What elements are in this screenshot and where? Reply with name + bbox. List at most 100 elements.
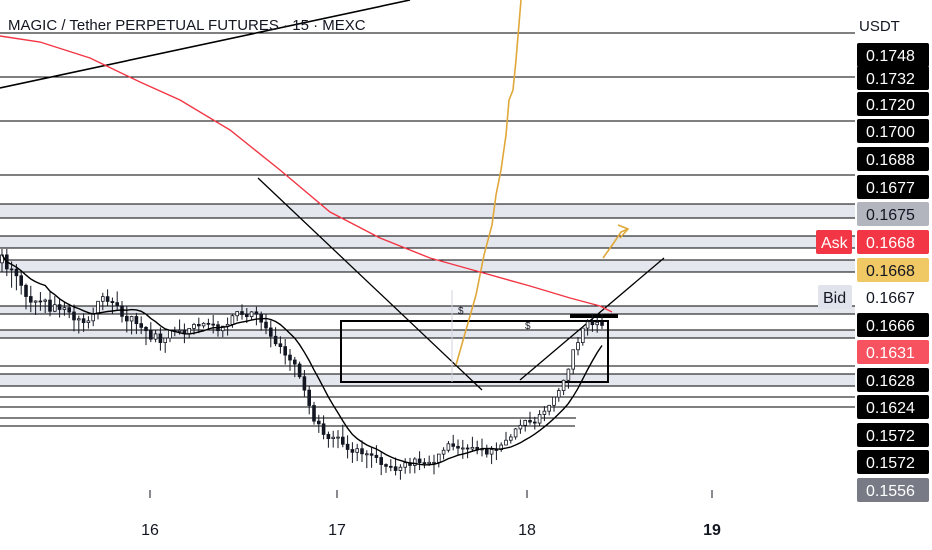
price-label-text: 0.1556 bbox=[866, 483, 915, 500]
candle-body bbox=[441, 449, 446, 455]
candle-body bbox=[470, 446, 475, 450]
price-label bbox=[857, 202, 929, 226]
price-label-text: 0.1732 bbox=[866, 71, 915, 88]
price-label-text: 0.1666 bbox=[866, 318, 915, 335]
quote-currency-label[interactable]: USDT bbox=[859, 18, 900, 35]
candle-body bbox=[244, 314, 249, 318]
price-label bbox=[857, 119, 929, 143]
candle-body bbox=[451, 443, 455, 447]
price-label-text: 0.1677 bbox=[866, 180, 915, 197]
candle-body bbox=[139, 323, 144, 328]
candle-body bbox=[168, 329, 172, 339]
candle-body bbox=[101, 296, 105, 302]
candle-body bbox=[120, 305, 124, 317]
time-tick-label: 19 bbox=[703, 522, 721, 539]
candle-body bbox=[278, 343, 283, 348]
price-zone bbox=[0, 374, 855, 386]
candle-body bbox=[566, 368, 571, 381]
candle-body bbox=[422, 462, 427, 465]
candle-body bbox=[388, 465, 393, 468]
candle-body bbox=[28, 296, 33, 303]
candle-body bbox=[153, 333, 158, 340]
candle-body bbox=[557, 390, 561, 398]
candle-body bbox=[465, 447, 470, 450]
candle-body bbox=[187, 328, 192, 335]
time-tick-label: 16 bbox=[141, 522, 159, 539]
candle-body bbox=[206, 322, 211, 325]
candle-body bbox=[340, 436, 345, 445]
candle-body bbox=[14, 268, 19, 277]
candle-body bbox=[264, 321, 268, 329]
moving-average-short bbox=[1, 254, 603, 466]
time-tick-label: 17 bbox=[328, 522, 346, 539]
candle-body bbox=[81, 318, 86, 323]
candle-body bbox=[134, 316, 139, 325]
price-label bbox=[857, 423, 929, 447]
candle-body bbox=[230, 315, 235, 325]
candle-body bbox=[600, 321, 604, 326]
candle-body bbox=[96, 300, 100, 314]
time-axis[interactable]: 16 17 18 19 bbox=[141, 490, 721, 539]
candle-body bbox=[115, 302, 120, 307]
trend-line bbox=[0, 0, 411, 89]
candle-body bbox=[350, 449, 355, 453]
candle-body bbox=[288, 354, 292, 361]
candle-body bbox=[24, 284, 28, 297]
candle-body bbox=[48, 299, 52, 312]
candle-body bbox=[273, 335, 278, 345]
candle-body bbox=[427, 461, 431, 465]
price-label bbox=[857, 478, 929, 502]
candle-body bbox=[57, 304, 62, 310]
candle-body bbox=[581, 327, 585, 343]
price-label bbox=[857, 147, 929, 171]
price-label bbox=[857, 175, 929, 199]
candle-body bbox=[321, 423, 326, 435]
candle-body bbox=[369, 453, 374, 456]
price-label-text: 0.1631 bbox=[866, 345, 915, 362]
price-label bbox=[857, 313, 929, 337]
chart-title: MAGIC / Tether PERPETUAL FUTURES · 15 · … bbox=[8, 17, 366, 34]
candle-body bbox=[446, 443, 451, 451]
projection-path bbox=[602, 228, 629, 259]
candle-body bbox=[345, 443, 350, 450]
order-tag-text: Bid bbox=[823, 290, 846, 307]
price-label bbox=[857, 43, 929, 67]
candle-body bbox=[595, 321, 599, 326]
price-label-text: 0.1628 bbox=[866, 373, 915, 390]
price-label-text: 0.1748 bbox=[866, 48, 915, 65]
candle-body bbox=[432, 461, 436, 464]
candle-body bbox=[456, 445, 460, 449]
candle-body bbox=[38, 300, 43, 303]
candle-body bbox=[316, 420, 321, 425]
annotation-label: $ bbox=[525, 321, 531, 332]
candle-body bbox=[403, 462, 407, 468]
price-label-text: 0.1700 bbox=[866, 124, 915, 141]
candle-body bbox=[125, 315, 129, 322]
price-label-text: 0.1668 bbox=[866, 235, 915, 252]
price-axis[interactable]: 0.1748 0.1732 0.1720 0.1700 0.1688 0.1677 0.16… bbox=[816, 43, 930, 502]
candle-body bbox=[86, 320, 91, 324]
price-label bbox=[857, 368, 929, 392]
candle-body bbox=[576, 342, 580, 351]
candle-body bbox=[379, 457, 383, 465]
price-label bbox=[857, 92, 929, 116]
candle-body bbox=[268, 327, 273, 337]
candle-body bbox=[336, 436, 340, 439]
candle-body bbox=[504, 439, 508, 446]
price-label-text: 0.1688 bbox=[866, 152, 915, 169]
candle-body bbox=[360, 448, 364, 455]
candle-body bbox=[533, 421, 537, 424]
candle-body bbox=[9, 268, 14, 271]
price-label-text: 0.1675 bbox=[866, 207, 915, 224]
candle-body bbox=[499, 444, 503, 451]
candle-body bbox=[19, 275, 23, 286]
moving-average-lines bbox=[0, 35, 613, 466]
candle-body bbox=[201, 322, 206, 327]
candle-body bbox=[297, 363, 302, 378]
candle-body bbox=[105, 296, 110, 302]
candle-body bbox=[484, 448, 489, 455]
candle-body bbox=[43, 299, 47, 302]
candle-body bbox=[148, 330, 153, 340]
candle-body bbox=[374, 454, 379, 458]
candle-body bbox=[398, 466, 403, 471]
